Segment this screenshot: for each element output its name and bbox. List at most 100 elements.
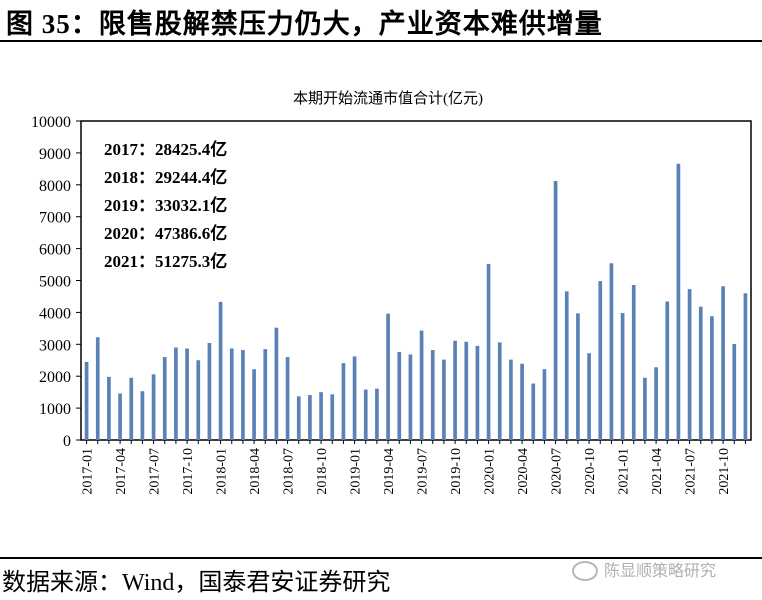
x-tick-label: 2020-10 (583, 448, 598, 495)
bar-2019-11 (464, 341, 469, 440)
bar-2020-11 (598, 281, 603, 440)
x-tick-label: 2018-10 (315, 448, 330, 495)
bar-2018-12 (341, 363, 346, 440)
bar-2020-06 (542, 369, 547, 440)
bar-2019-12 (475, 345, 480, 440)
bar-2021-09 (710, 316, 714, 440)
figure-title: 图 35：限售股解禁压力仍大，产业资本难供增量 (6, 9, 603, 39)
bar-2018-09 (308, 395, 312, 440)
bar-2020-12 (609, 263, 614, 440)
wechat-icon (572, 560, 598, 581)
bar-2018-02 (229, 348, 234, 440)
bar-2021-02 (631, 284, 636, 440)
bar-2017-06 (140, 391, 145, 440)
bar-2020-05 (531, 383, 536, 440)
y-tick-label: 10000 (31, 114, 71, 131)
y-tick-label: 0 (63, 433, 71, 450)
bar-2020-03 (509, 359, 513, 440)
bar-series (84, 163, 748, 440)
annotation-year-total: 2018：29244.4亿 (104, 167, 227, 187)
watermark-text: 陈显顺策略研究 (604, 563, 717, 580)
bar-2017-11 (196, 360, 201, 440)
chart-title: 本期开始流通市值合计(亿元) (293, 90, 483, 107)
bar-2018-08 (296, 396, 301, 440)
annotation-year-total: 2021：51275.3亿 (104, 251, 227, 271)
source-rule (0, 557, 762, 559)
bar-chart: 本期开始流通市值合计(亿元) 0 1000 2000 3000 4000 5000 6000… (31, 90, 752, 495)
x-tick-label: 2018-04 (248, 448, 263, 495)
annotation-year-total: 2020：47386.6亿 (104, 223, 227, 243)
bar-2017-05 (129, 377, 134, 440)
bar-2017-04 (118, 393, 122, 440)
bar-2017-03 (107, 376, 111, 440)
bar-2021-08 (698, 306, 703, 440)
bar-2018-10 (319, 392, 323, 440)
y-tick-label: 4000 (39, 305, 71, 322)
x-tick-label: 2019-01 (349, 448, 364, 495)
x-tick-label: 2020-04 (516, 448, 531, 495)
bar-2018-11 (330, 394, 335, 440)
x-tick-label: 2019-10 (449, 448, 464, 495)
bar-2020-07 (553, 180, 558, 440)
bar-2021-06 (676, 163, 681, 440)
y-tick-label: 1000 (39, 401, 71, 418)
bar-2019-06 (408, 354, 413, 440)
bar-2021-05 (665, 301, 670, 440)
y-axis: 0 1000 2000 3000 4000 5000 6000 7000 8000 9000 100… (31, 114, 81, 450)
watermark: 陈显顺策略研究 (572, 557, 716, 582)
annual-total-annotations: 2017：28425.4亿 2018：29244.4亿 2019：33032.1亿 2… (104, 139, 227, 271)
x-tick-label: 2019-07 (416, 448, 431, 495)
bar-2017-09 (174, 347, 178, 440)
bar-2021-07 (687, 289, 692, 440)
bar-2020-10 (587, 353, 591, 440)
x-tick-label: 2018-07 (282, 448, 297, 495)
x-tick-label: 2018-01 (215, 448, 230, 495)
bar-2018-01 (218, 301, 223, 440)
x-tick-label: 2021-07 (684, 448, 699, 495)
bar-2017-12 (207, 343, 212, 440)
y-tick-label: 7000 (39, 210, 71, 227)
bar-2018-04 (252, 369, 256, 440)
x-tick-label: 2020-01 (483, 448, 498, 495)
bar-2020-02 (497, 342, 502, 440)
bar-2020-08 (564, 291, 569, 440)
x-tick-label: 2019-04 (382, 448, 397, 495)
y-tick-label: 2000 (39, 369, 71, 386)
bar-2018-03 (241, 350, 245, 440)
y-tick-label: 6000 (39, 242, 71, 259)
y-tick-label: 5000 (39, 274, 71, 291)
bar-2020-01 (486, 263, 491, 440)
bar-2021-10 (721, 286, 725, 440)
bar-2021-04 (654, 367, 658, 440)
bar-2019-04 (386, 313, 390, 440)
bar-2019-03 (375, 388, 379, 440)
bar-2019-07 (419, 330, 424, 440)
annotation-year-total: 2017：28425.4亿 (104, 139, 227, 159)
bar-2017-07 (151, 374, 156, 440)
x-tick-label: 2017-04 (114, 448, 129, 495)
x-tick-label: 2017-10 (181, 448, 196, 495)
x-tick-label: 2021-04 (650, 448, 665, 495)
x-tick-label: 2017-01 (81, 448, 96, 495)
bar-2019-05 (397, 351, 402, 440)
bar-2017-02 (95, 337, 100, 440)
x-tick-label: 2021-10 (717, 448, 732, 495)
y-tick-label: 8000 (39, 178, 71, 195)
bar-2018-05 (263, 349, 268, 440)
bar-2019-09 (442, 359, 446, 440)
source-note: 数据来源：Wind，国泰君安证券研究 (2, 570, 391, 596)
bar-2017-08 (162, 357, 167, 440)
bar-2019-10 (453, 340, 457, 440)
bar-2020-09 (576, 313, 580, 440)
bar-2018-07 (285, 357, 290, 440)
bar-2019-02 (363, 389, 368, 440)
bar-2021-03 (643, 377, 647, 440)
x-tick-label: 2020-07 (550, 448, 565, 495)
bar-2017-01 (84, 361, 89, 440)
bar-2017-10 (185, 348, 189, 440)
bar-2019-01 (352, 356, 357, 440)
bar-2018-06 (274, 327, 279, 440)
x-tick-label: 2017-07 (148, 448, 163, 495)
y-tick-label: 9000 (39, 146, 71, 163)
x-axis: 2017-01 2017-04 2017-07 2017-10 2018-01 2018-… (81, 440, 746, 495)
